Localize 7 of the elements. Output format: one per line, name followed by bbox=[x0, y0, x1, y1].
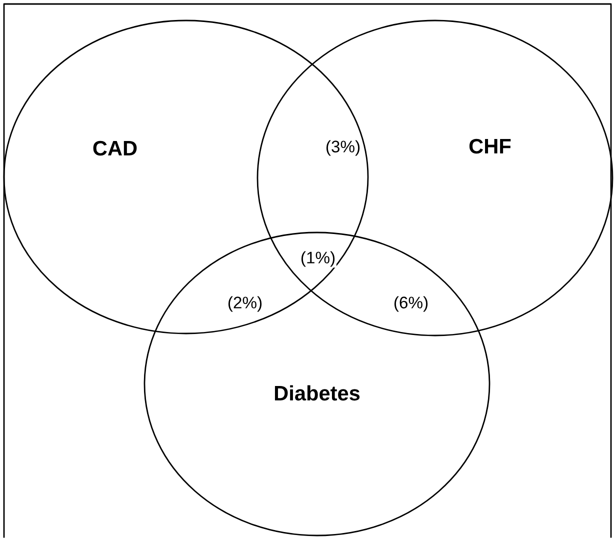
text: CAD bbox=[93, 140, 137, 156]
data-label: (2%) bbox=[228, 296, 262, 312]
text: CHF bbox=[469, 138, 511, 154]
text: Diabetes bbox=[274, 385, 360, 401]
data-label: (6%) bbox=[394, 296, 428, 312]
data-label: (1%) bbox=[301, 251, 335, 267]
data-label: (3%) bbox=[326, 140, 360, 156]
